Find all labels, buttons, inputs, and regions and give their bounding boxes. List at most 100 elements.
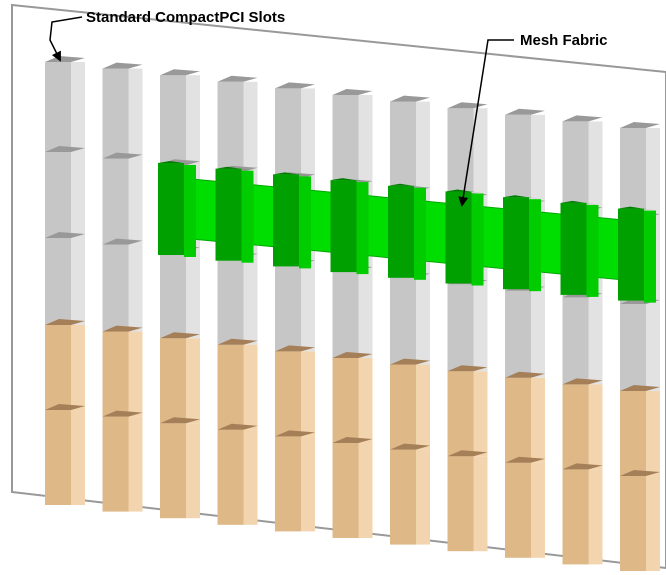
slot-cap xyxy=(505,456,545,463)
slot-front xyxy=(390,449,416,545)
slot-front xyxy=(45,410,71,505)
slot-front xyxy=(447,108,474,199)
slot-side xyxy=(186,251,200,339)
fabric-node-front xyxy=(330,180,357,273)
fabric-node-cap xyxy=(388,183,426,188)
slot-side xyxy=(473,371,488,457)
slot-front xyxy=(102,68,129,159)
slot-front xyxy=(217,81,244,172)
slot-side xyxy=(416,101,430,192)
slot-side xyxy=(301,436,315,532)
slot-front xyxy=(620,391,646,476)
fabric-node-cap xyxy=(618,206,656,211)
slot-front xyxy=(390,277,416,365)
slot-cap xyxy=(562,115,603,122)
fabric-node-side xyxy=(414,187,426,280)
slot-cap xyxy=(102,238,143,245)
slot-front xyxy=(45,238,71,325)
slot-front xyxy=(275,436,301,532)
fabric-node-front xyxy=(158,163,184,255)
slot-side xyxy=(588,121,603,212)
slot-side xyxy=(588,469,603,565)
slot-cap xyxy=(45,232,85,238)
slot-front xyxy=(275,88,301,179)
slot-front xyxy=(447,456,474,552)
slot-cap xyxy=(562,378,603,385)
slot-front xyxy=(102,416,129,512)
slot-cap xyxy=(390,358,430,365)
slot-cap xyxy=(102,410,143,417)
slot-front xyxy=(390,364,416,450)
slot-front xyxy=(505,377,531,463)
fabric-node-front xyxy=(445,191,472,284)
slot-front xyxy=(620,476,646,571)
slot-side xyxy=(243,81,258,172)
fabric-node-cap xyxy=(273,172,311,177)
slot-cap xyxy=(390,95,430,102)
slot-cap xyxy=(562,463,603,470)
slot-side xyxy=(128,331,143,417)
slots-label: Standard CompactPCI Slots xyxy=(86,9,285,26)
slot-front xyxy=(217,344,244,430)
slot-side xyxy=(243,257,258,345)
slot-cap xyxy=(102,152,143,159)
slot-front xyxy=(45,152,71,238)
slot-side xyxy=(358,271,373,358)
slot-cap xyxy=(45,404,85,410)
fabric-node-front xyxy=(273,174,299,267)
slot-cap xyxy=(275,82,315,89)
slot-side xyxy=(646,391,660,476)
slot-cap xyxy=(160,69,200,76)
slot-front xyxy=(447,284,474,372)
slot-front xyxy=(102,244,129,332)
slot-front xyxy=(275,351,301,437)
slot-cap xyxy=(620,122,660,128)
slot-side xyxy=(416,277,430,365)
slot-cap xyxy=(217,423,258,430)
slot-front xyxy=(332,443,359,538)
fabric-node-side xyxy=(299,176,311,269)
slot-cap xyxy=(447,450,488,457)
slot-side xyxy=(531,462,545,558)
slot-side xyxy=(71,62,85,152)
slot-front xyxy=(332,271,359,358)
slot-side xyxy=(71,152,85,238)
slot-side xyxy=(186,423,200,519)
slot-cap xyxy=(332,352,373,358)
slot-side xyxy=(243,429,258,525)
slot-cap xyxy=(332,437,373,443)
slot-side xyxy=(531,377,545,463)
slot-side xyxy=(646,304,660,391)
slot-side xyxy=(416,449,430,545)
slot-cap xyxy=(620,385,660,391)
fabric-node-front xyxy=(618,208,644,301)
slot-cap xyxy=(275,345,315,352)
slot-side xyxy=(473,108,488,199)
slot-front xyxy=(160,423,186,519)
slot-side xyxy=(186,338,200,424)
slot-side xyxy=(588,384,603,470)
fabric-node-front xyxy=(503,197,529,290)
slot-front xyxy=(45,325,71,410)
slot-side xyxy=(186,75,200,166)
slot-front xyxy=(160,75,186,166)
slot-front xyxy=(562,469,589,565)
slot-cap xyxy=(102,62,143,69)
fabric-label: Mesh Fabric xyxy=(520,32,608,49)
slot-front xyxy=(332,95,359,185)
slot-front xyxy=(332,358,359,443)
slot-front xyxy=(562,297,589,385)
slot-cap xyxy=(620,470,660,476)
fabric-node-cap xyxy=(330,178,369,183)
slot-side xyxy=(128,158,143,245)
slot-front xyxy=(562,121,589,212)
fabric-node-side xyxy=(586,204,599,297)
fabric-node-side xyxy=(471,193,484,286)
slot-front xyxy=(505,114,531,205)
slot-side xyxy=(473,456,488,552)
slot-front xyxy=(102,331,129,417)
slot-cap xyxy=(160,332,200,339)
slot-side xyxy=(71,238,85,325)
slot-side xyxy=(71,410,85,505)
slots xyxy=(45,56,660,571)
